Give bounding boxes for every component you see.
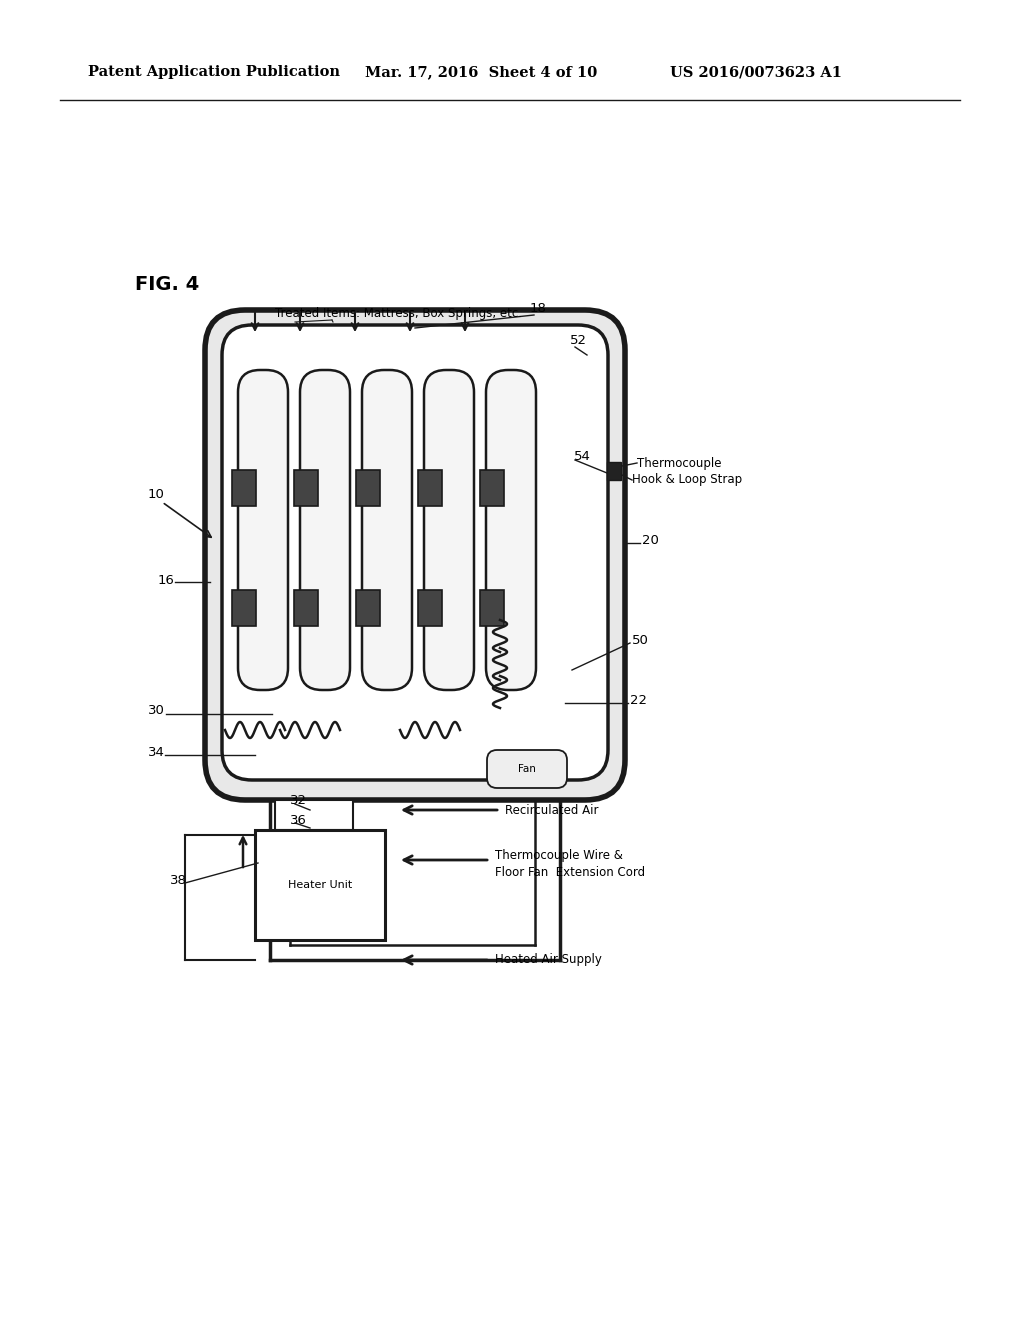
- Text: Fan: Fan: [518, 764, 536, 774]
- FancyBboxPatch shape: [205, 310, 625, 800]
- FancyBboxPatch shape: [486, 370, 536, 690]
- Text: Heater Unit: Heater Unit: [288, 880, 352, 890]
- Bar: [480, 590, 504, 626]
- Bar: [294, 590, 318, 626]
- Bar: [480, 470, 504, 506]
- Text: 16: 16: [158, 573, 175, 586]
- Text: Floor Fan  Extension Cord: Floor Fan Extension Cord: [495, 866, 645, 879]
- Text: Patent Application Publication: Patent Application Publication: [88, 65, 340, 79]
- Text: FIG. 4: FIG. 4: [135, 276, 200, 294]
- Bar: [418, 590, 442, 626]
- Text: 34: 34: [148, 746, 165, 759]
- Bar: [607, 462, 621, 480]
- Text: Thermocouple: Thermocouple: [637, 457, 722, 470]
- Text: 50: 50: [632, 634, 649, 647]
- Text: 22: 22: [630, 693, 647, 706]
- Text: 30: 30: [148, 704, 165, 717]
- Text: 54: 54: [574, 450, 591, 462]
- FancyBboxPatch shape: [487, 750, 567, 788]
- Text: 18: 18: [530, 301, 547, 314]
- Bar: [356, 590, 380, 626]
- Text: 32: 32: [290, 793, 307, 807]
- Bar: [275, 800, 353, 830]
- FancyBboxPatch shape: [362, 370, 412, 690]
- Bar: [356, 470, 380, 506]
- Text: Mar. 17, 2016  Sheet 4 of 10: Mar. 17, 2016 Sheet 4 of 10: [365, 65, 597, 79]
- Text: Thermocouple Wire &: Thermocouple Wire &: [495, 849, 623, 862]
- Text: 36: 36: [290, 813, 307, 826]
- Text: Hook & Loop Strap: Hook & Loop Strap: [632, 474, 742, 487]
- Text: Heated Air Supply: Heated Air Supply: [495, 953, 602, 966]
- FancyBboxPatch shape: [424, 370, 474, 690]
- Text: 20: 20: [642, 533, 658, 546]
- Text: Treated Items: Mattress, Box Springs, etc.: Treated Items: Mattress, Box Springs, et…: [275, 308, 522, 319]
- Text: 52: 52: [570, 334, 587, 346]
- Text: 10: 10: [148, 488, 165, 502]
- Bar: [294, 470, 318, 506]
- FancyBboxPatch shape: [300, 370, 350, 690]
- Bar: [232, 590, 256, 626]
- FancyBboxPatch shape: [222, 325, 608, 780]
- Bar: [255, 830, 385, 940]
- Bar: [418, 470, 442, 506]
- Bar: [232, 470, 256, 506]
- Text: Recirculated Air: Recirculated Air: [505, 804, 598, 817]
- Text: US 2016/0073623 A1: US 2016/0073623 A1: [670, 65, 842, 79]
- Text: 38: 38: [170, 874, 186, 887]
- FancyBboxPatch shape: [238, 370, 288, 690]
